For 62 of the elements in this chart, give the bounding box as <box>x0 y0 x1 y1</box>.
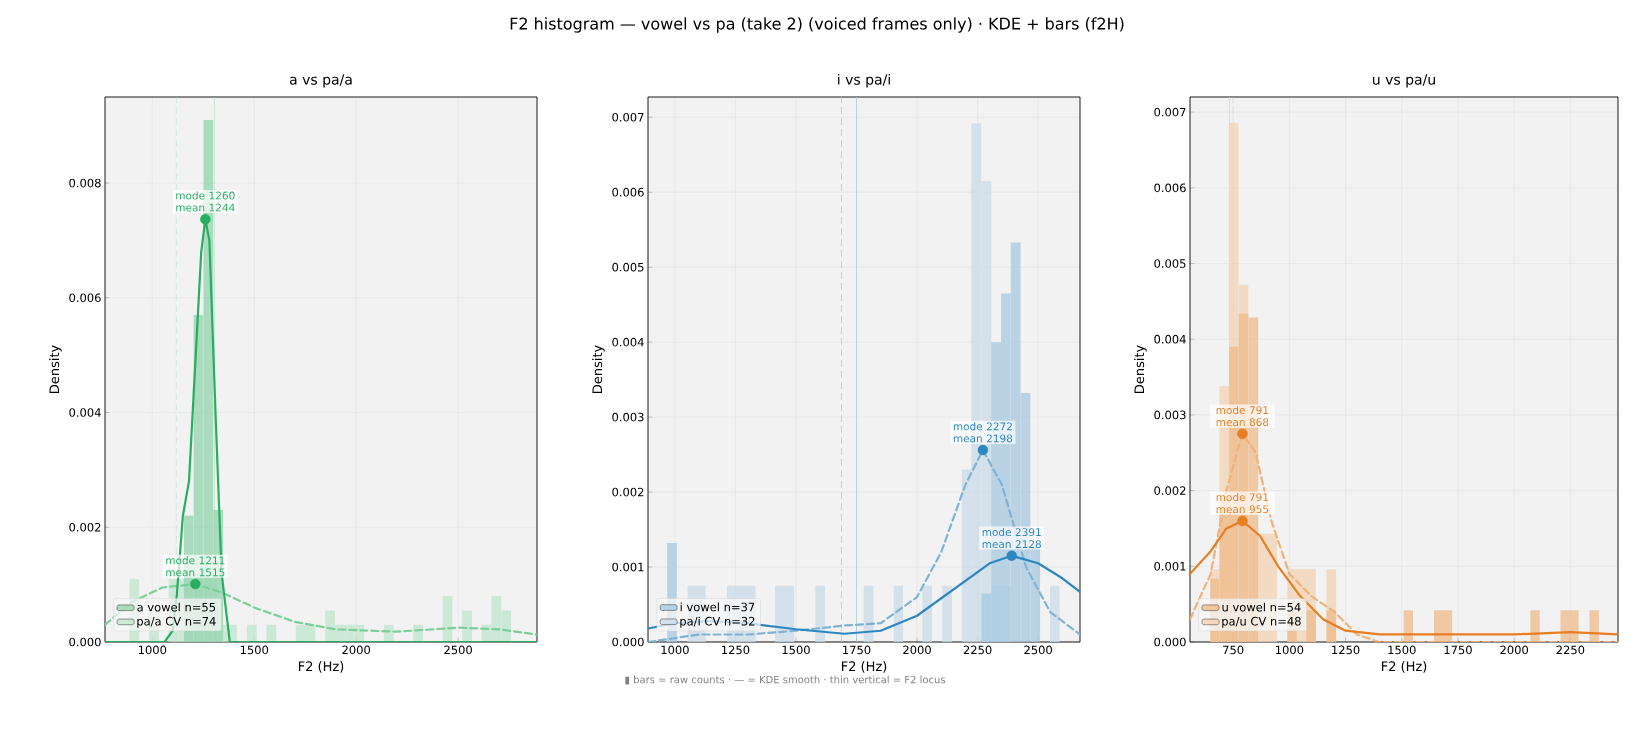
chart-title: i vs pa/i <box>838 73 890 88</box>
x-axis-title: F2 (Hz) <box>298 661 344 673</box>
legend-label: pa/a CV n=74 <box>137 616 216 628</box>
x-tick-label: 2000 <box>903 645 931 655</box>
y-tick-label: 0.000 <box>1154 637 1186 647</box>
legend-label: i vowel n=37 <box>680 602 755 612</box>
x-tick-label: 2500 <box>444 645 472 655</box>
y-tick-label: 0.005 <box>1154 259 1186 268</box>
x-tick-label: 1750 <box>1444 645 1472 655</box>
x-tick-label: 2500 <box>1024 645 1052 655</box>
y-tick-label: 0.008 <box>69 178 101 188</box>
x-tick-label: 1250 <box>722 645 750 655</box>
x-tick-label: 1500 <box>782 645 810 655</box>
legend-label: pa/u CV n=48 <box>1222 616 1301 628</box>
chart-title: a vs pa/a <box>289 74 352 88</box>
x-tick-label: 1000 <box>1276 645 1304 655</box>
annotation: mode 2391 mean 2128 <box>982 527 1041 549</box>
y-tick-label: 0.000 <box>612 637 644 647</box>
y-axis-title: Density <box>592 345 605 393</box>
y-tick-label: 0.005 <box>612 262 644 272</box>
text: ▮ bars = raw counts · — = KDE smooth · thin vertical = F2 locus <box>625 675 946 685</box>
legend-label: u vowel n=54 <box>1222 602 1301 612</box>
x-tick-label: 2000 <box>342 645 371 655</box>
x-tick-label: 2000 <box>1500 645 1529 655</box>
y-tick-label: 0.006 <box>612 187 644 197</box>
y-tick-label: 0.006 <box>69 293 101 303</box>
legend-label: a vowel n=55 <box>137 602 216 612</box>
y-tick-label: 0.003 <box>612 412 644 422</box>
y-tick-label: 0.003 <box>1154 410 1186 420</box>
y-tick-label: 0.004 <box>612 337 644 347</box>
x-tick-label: 750 <box>1223 645 1244 655</box>
annotation: mode 791 mean 955 <box>1216 493 1269 514</box>
annotation: mode 1260 mean 1244 <box>176 191 235 212</box>
legend-label: pa/i CV n=32 <box>680 616 755 628</box>
text: F2 histogram — vowel vs pa (take 2) (voiced frames only) · KDE + bars (f2H) <box>510 17 1124 33</box>
y-tick-label: 0.001 <box>612 562 644 572</box>
y-tick-label: 0.002 <box>1154 486 1186 495</box>
x-axis-title: F2 (Hz) <box>841 661 887 673</box>
y-tick-label: 0.006 <box>1154 183 1186 193</box>
y-tick-label: 0.004 <box>69 408 101 417</box>
x-tick-label: 2250 <box>963 645 992 655</box>
x-tick-label: 1000 <box>661 645 689 655</box>
x-tick-label: 1250 <box>1332 645 1360 655</box>
y-tick-label: 0.000 <box>69 637 101 647</box>
y-axis-title: Density <box>1134 345 1147 393</box>
x-tick-label: 1500 <box>1388 645 1416 655</box>
annotation: mode 1211 mean 1515 <box>166 556 225 577</box>
y-tick-label: 0.002 <box>612 487 644 497</box>
x-axis-title: F2 (Hz) <box>1381 661 1427 673</box>
x-tick-label: 2250 <box>1556 645 1585 655</box>
y-tick-label: 0.007 <box>612 112 644 122</box>
x-tick-label: 1750 <box>843 645 871 655</box>
chart-title: u vs pa/u <box>1373 74 1435 88</box>
y-axis-title: Density <box>49 345 62 393</box>
x-tick-label: 1000 <box>138 645 167 655</box>
x-tick-label: 1500 <box>240 645 269 655</box>
y-tick-label: 0.001 <box>1154 561 1186 571</box>
y-tick-label: 0.002 <box>69 522 101 532</box>
annotation: mode 791 mean 868 <box>1216 406 1269 427</box>
y-tick-label: 0.007 <box>1154 107 1186 117</box>
y-tick-label: 0.004 <box>1154 334 1186 344</box>
annotation: mode 2272 mean 2198 <box>953 422 1013 443</box>
